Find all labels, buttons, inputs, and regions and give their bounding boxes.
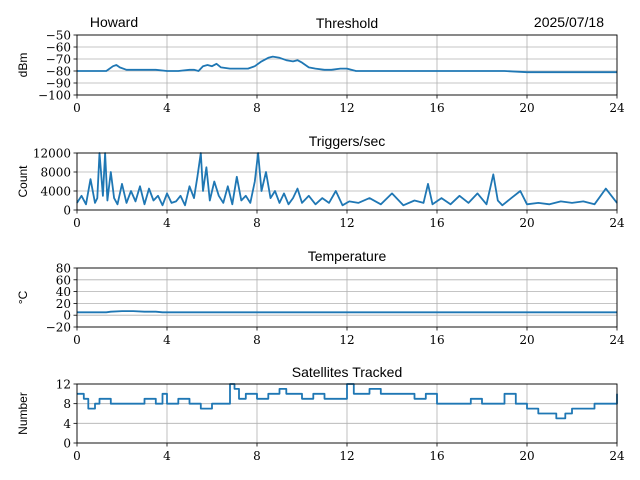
date-label: 2025/07/18 bbox=[534, 14, 604, 30]
x-tick-label: 24 bbox=[609, 449, 625, 463]
x-tick-label: 12 bbox=[339, 101, 354, 115]
x-tick-label: 0 bbox=[73, 101, 81, 115]
y-tick-label: 0 bbox=[63, 204, 71, 218]
subplot-title: Temperature bbox=[308, 248, 387, 264]
x-tick-label: 12 bbox=[339, 333, 354, 347]
y-axis-label: Count bbox=[16, 165, 30, 198]
y-tick-label: 8000 bbox=[40, 166, 71, 180]
y-tick-label: −50 bbox=[46, 29, 71, 43]
y-tick-label: −70 bbox=[46, 53, 71, 67]
axes-frame bbox=[76, 152, 618, 211]
axes-frame bbox=[76, 34, 618, 96]
y-axis-label: dBm bbox=[16, 53, 30, 78]
y-tick-label: −20 bbox=[46, 321, 71, 335]
y-tick-label: −60 bbox=[46, 41, 71, 55]
y-tick-label: 4000 bbox=[40, 185, 71, 199]
x-tick-label: 8 bbox=[253, 216, 261, 230]
y-tick-label: 20 bbox=[56, 297, 71, 311]
x-tick-label: 20 bbox=[519, 101, 534, 115]
x-tick-label: 0 bbox=[73, 449, 81, 463]
x-tick-label: 8 bbox=[253, 449, 261, 463]
x-tick-label: 20 bbox=[519, 449, 534, 463]
y-tick-label: 12000 bbox=[33, 147, 71, 161]
x-tick-label: 4 bbox=[163, 449, 171, 463]
y-tick-label: 8 bbox=[63, 397, 71, 411]
x-tick-label: 16 bbox=[429, 216, 444, 230]
subplot-title: Triggers/sec bbox=[309, 133, 386, 149]
y-tick-label: 12 bbox=[56, 378, 71, 392]
y-tick-label: 0 bbox=[63, 437, 71, 451]
x-tick-label: 8 bbox=[253, 101, 261, 115]
y-axis-label: Number bbox=[16, 392, 30, 435]
x-tick-label: 20 bbox=[519, 216, 534, 230]
x-tick-label: 12 bbox=[339, 216, 354, 230]
axes-frame bbox=[76, 267, 618, 328]
x-tick-label: 8 bbox=[253, 333, 261, 347]
x-tick-label: 16 bbox=[429, 101, 444, 115]
y-tick-label: 80 bbox=[56, 262, 71, 276]
x-tick-label: 20 bbox=[519, 333, 534, 347]
x-tick-label: 24 bbox=[609, 216, 625, 230]
y-tick-label: 40 bbox=[56, 285, 71, 299]
axes-frame bbox=[76, 383, 618, 444]
series-line-satellites bbox=[77, 383, 618, 420]
subplot-3: 0 4 8 12 16 20 24 0 4 8 12 Satellites Tracked Number bbox=[16, 364, 625, 463]
x-tick-label: 16 bbox=[429, 333, 444, 347]
y-tick-label: −100 bbox=[38, 89, 71, 103]
x-tick-label: 24 bbox=[609, 333, 625, 347]
x-tick-label: 4 bbox=[163, 333, 171, 347]
series-line-threshold bbox=[77, 55, 617, 74]
y-axis-label: °C bbox=[16, 290, 30, 304]
subplot-title: Threshold bbox=[316, 15, 378, 31]
x-tick-label: 0 bbox=[73, 333, 81, 347]
series-line-triggers-sec bbox=[76, 152, 618, 207]
x-tick-label: 4 bbox=[163, 216, 171, 230]
x-tick-label: 16 bbox=[429, 449, 444, 463]
subplot-0: 0 4 8 12 16 20 24 −100−90−80−70−60−50 Threshold d… bbox=[16, 15, 625, 115]
y-tick-label: −90 bbox=[46, 77, 71, 91]
subplot-title: Satellites Tracked bbox=[292, 364, 403, 380]
subplot-1: 0 4 8 12 16 20 24 0 4000 8000 12000 Triggers/sec Cou… bbox=[16, 133, 625, 230]
x-tick-label: 4 bbox=[163, 101, 171, 115]
y-tick-label: 4 bbox=[63, 417, 71, 431]
y-tick-label: 60 bbox=[56, 273, 71, 287]
series-line-temperature bbox=[77, 310, 617, 314]
x-tick-label: 24 bbox=[609, 101, 625, 115]
station-label: Howard bbox=[90, 14, 138, 30]
y-tick-label: 0 bbox=[63, 309, 71, 323]
y-tick-label: −80 bbox=[46, 65, 71, 79]
x-tick-label: 12 bbox=[339, 449, 354, 463]
x-tick-label: 0 bbox=[73, 216, 81, 230]
